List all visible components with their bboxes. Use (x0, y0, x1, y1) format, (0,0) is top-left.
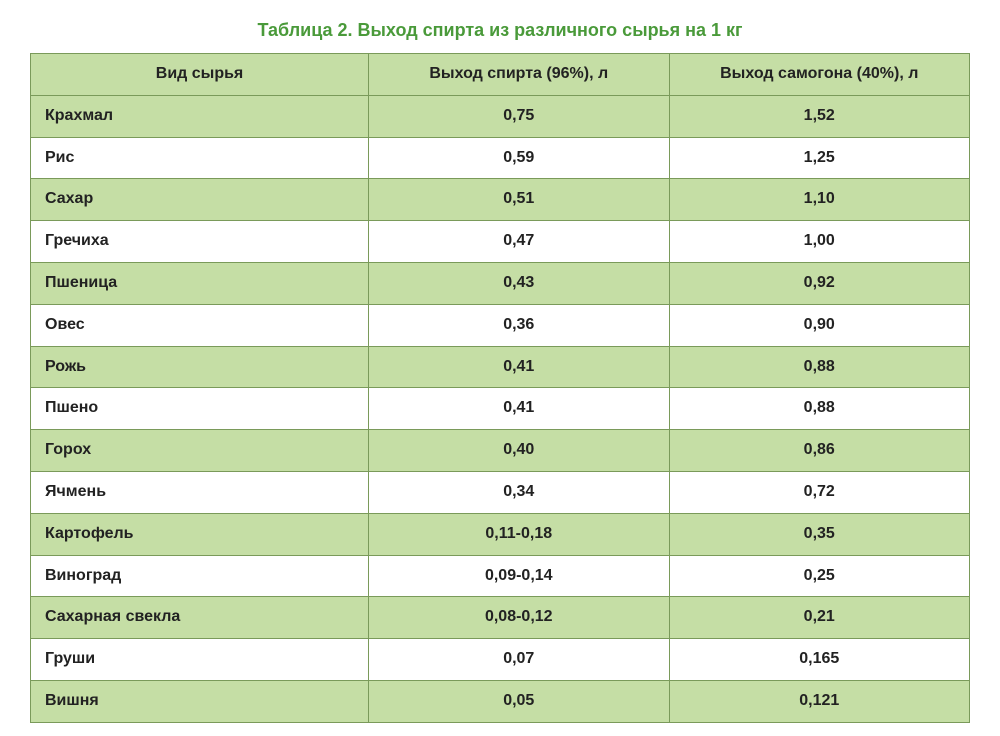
cell-spirit: 0,40 (369, 430, 669, 472)
cell-spirit: 0,36 (369, 304, 669, 346)
cell-spirit: 0,05 (369, 680, 669, 722)
cell-material: Крахмал (31, 95, 369, 137)
cell-samogon: 0,72 (669, 471, 970, 513)
table-row: Горох0,400,86 (31, 430, 970, 472)
cell-material: Пшеница (31, 262, 369, 304)
table-row: Пшеница0,430,92 (31, 262, 970, 304)
table-row: Картофель0,11-0,180,35 (31, 513, 970, 555)
cell-samogon: 0,88 (669, 388, 970, 430)
cell-material: Горох (31, 430, 369, 472)
cell-spirit: 0,09-0,14 (369, 555, 669, 597)
cell-samogon: 0,35 (669, 513, 970, 555)
table-row: Крахмал0,751,52 (31, 95, 970, 137)
table-title: Таблица 2. Выход спирта из различного сы… (30, 20, 970, 41)
cell-samogon: 0,121 (669, 680, 970, 722)
cell-material: Вишня (31, 680, 369, 722)
cell-samogon: 0,92 (669, 262, 970, 304)
cell-samogon: 1,52 (669, 95, 970, 137)
cell-material: Сахарная свекла (31, 597, 369, 639)
cell-spirit: 0,41 (369, 346, 669, 388)
table-row: Вишня0,050,121 (31, 680, 970, 722)
yield-table: Вид сырья Выход спирта (96%), л Выход са… (30, 53, 970, 723)
cell-samogon: 0,86 (669, 430, 970, 472)
col-header-spirit: Выход спирта (96%), л (369, 54, 669, 96)
cell-samogon: 1,25 (669, 137, 970, 179)
cell-spirit: 0,34 (369, 471, 669, 513)
cell-samogon: 0,88 (669, 346, 970, 388)
cell-material: Гречиха (31, 221, 369, 263)
cell-spirit: 0,07 (369, 639, 669, 681)
table-row: Виноград0,09-0,140,25 (31, 555, 970, 597)
cell-material: Ячмень (31, 471, 369, 513)
cell-material: Овес (31, 304, 369, 346)
cell-material: Виноград (31, 555, 369, 597)
cell-samogon: 1,00 (669, 221, 970, 263)
cell-samogon: 1,10 (669, 179, 970, 221)
table-row: Гречиха0,471,00 (31, 221, 970, 263)
col-header-samogon: Выход самогона (40%), л (669, 54, 970, 96)
table-row: Груши0,070,165 (31, 639, 970, 681)
cell-material: Картофель (31, 513, 369, 555)
table-row: Ячмень0,340,72 (31, 471, 970, 513)
cell-spirit: 0,11-0,18 (369, 513, 669, 555)
table-row: Овес0,360,90 (31, 304, 970, 346)
table-header-row: Вид сырья Выход спирта (96%), л Выход са… (31, 54, 970, 96)
table-row: Рожь0,410,88 (31, 346, 970, 388)
table-row: Сахарная свекла0,08-0,120,21 (31, 597, 970, 639)
table-row: Сахар0,511,10 (31, 179, 970, 221)
cell-samogon: 0,21 (669, 597, 970, 639)
cell-material: Груши (31, 639, 369, 681)
cell-spirit: 0,41 (369, 388, 669, 430)
cell-material: Пшено (31, 388, 369, 430)
cell-samogon: 0,90 (669, 304, 970, 346)
cell-spirit: 0,47 (369, 221, 669, 263)
cell-samogon: 0,25 (669, 555, 970, 597)
table-row: Рис0,591,25 (31, 137, 970, 179)
cell-spirit: 0,08-0,12 (369, 597, 669, 639)
cell-spirit: 0,59 (369, 137, 669, 179)
cell-spirit: 0,51 (369, 179, 669, 221)
cell-material: Сахар (31, 179, 369, 221)
cell-spirit: 0,75 (369, 95, 669, 137)
cell-spirit: 0,43 (369, 262, 669, 304)
col-header-material: Вид сырья (31, 54, 369, 96)
cell-samogon: 0,165 (669, 639, 970, 681)
cell-material: Рис (31, 137, 369, 179)
cell-material: Рожь (31, 346, 369, 388)
table-row: Пшено0,410,88 (31, 388, 970, 430)
